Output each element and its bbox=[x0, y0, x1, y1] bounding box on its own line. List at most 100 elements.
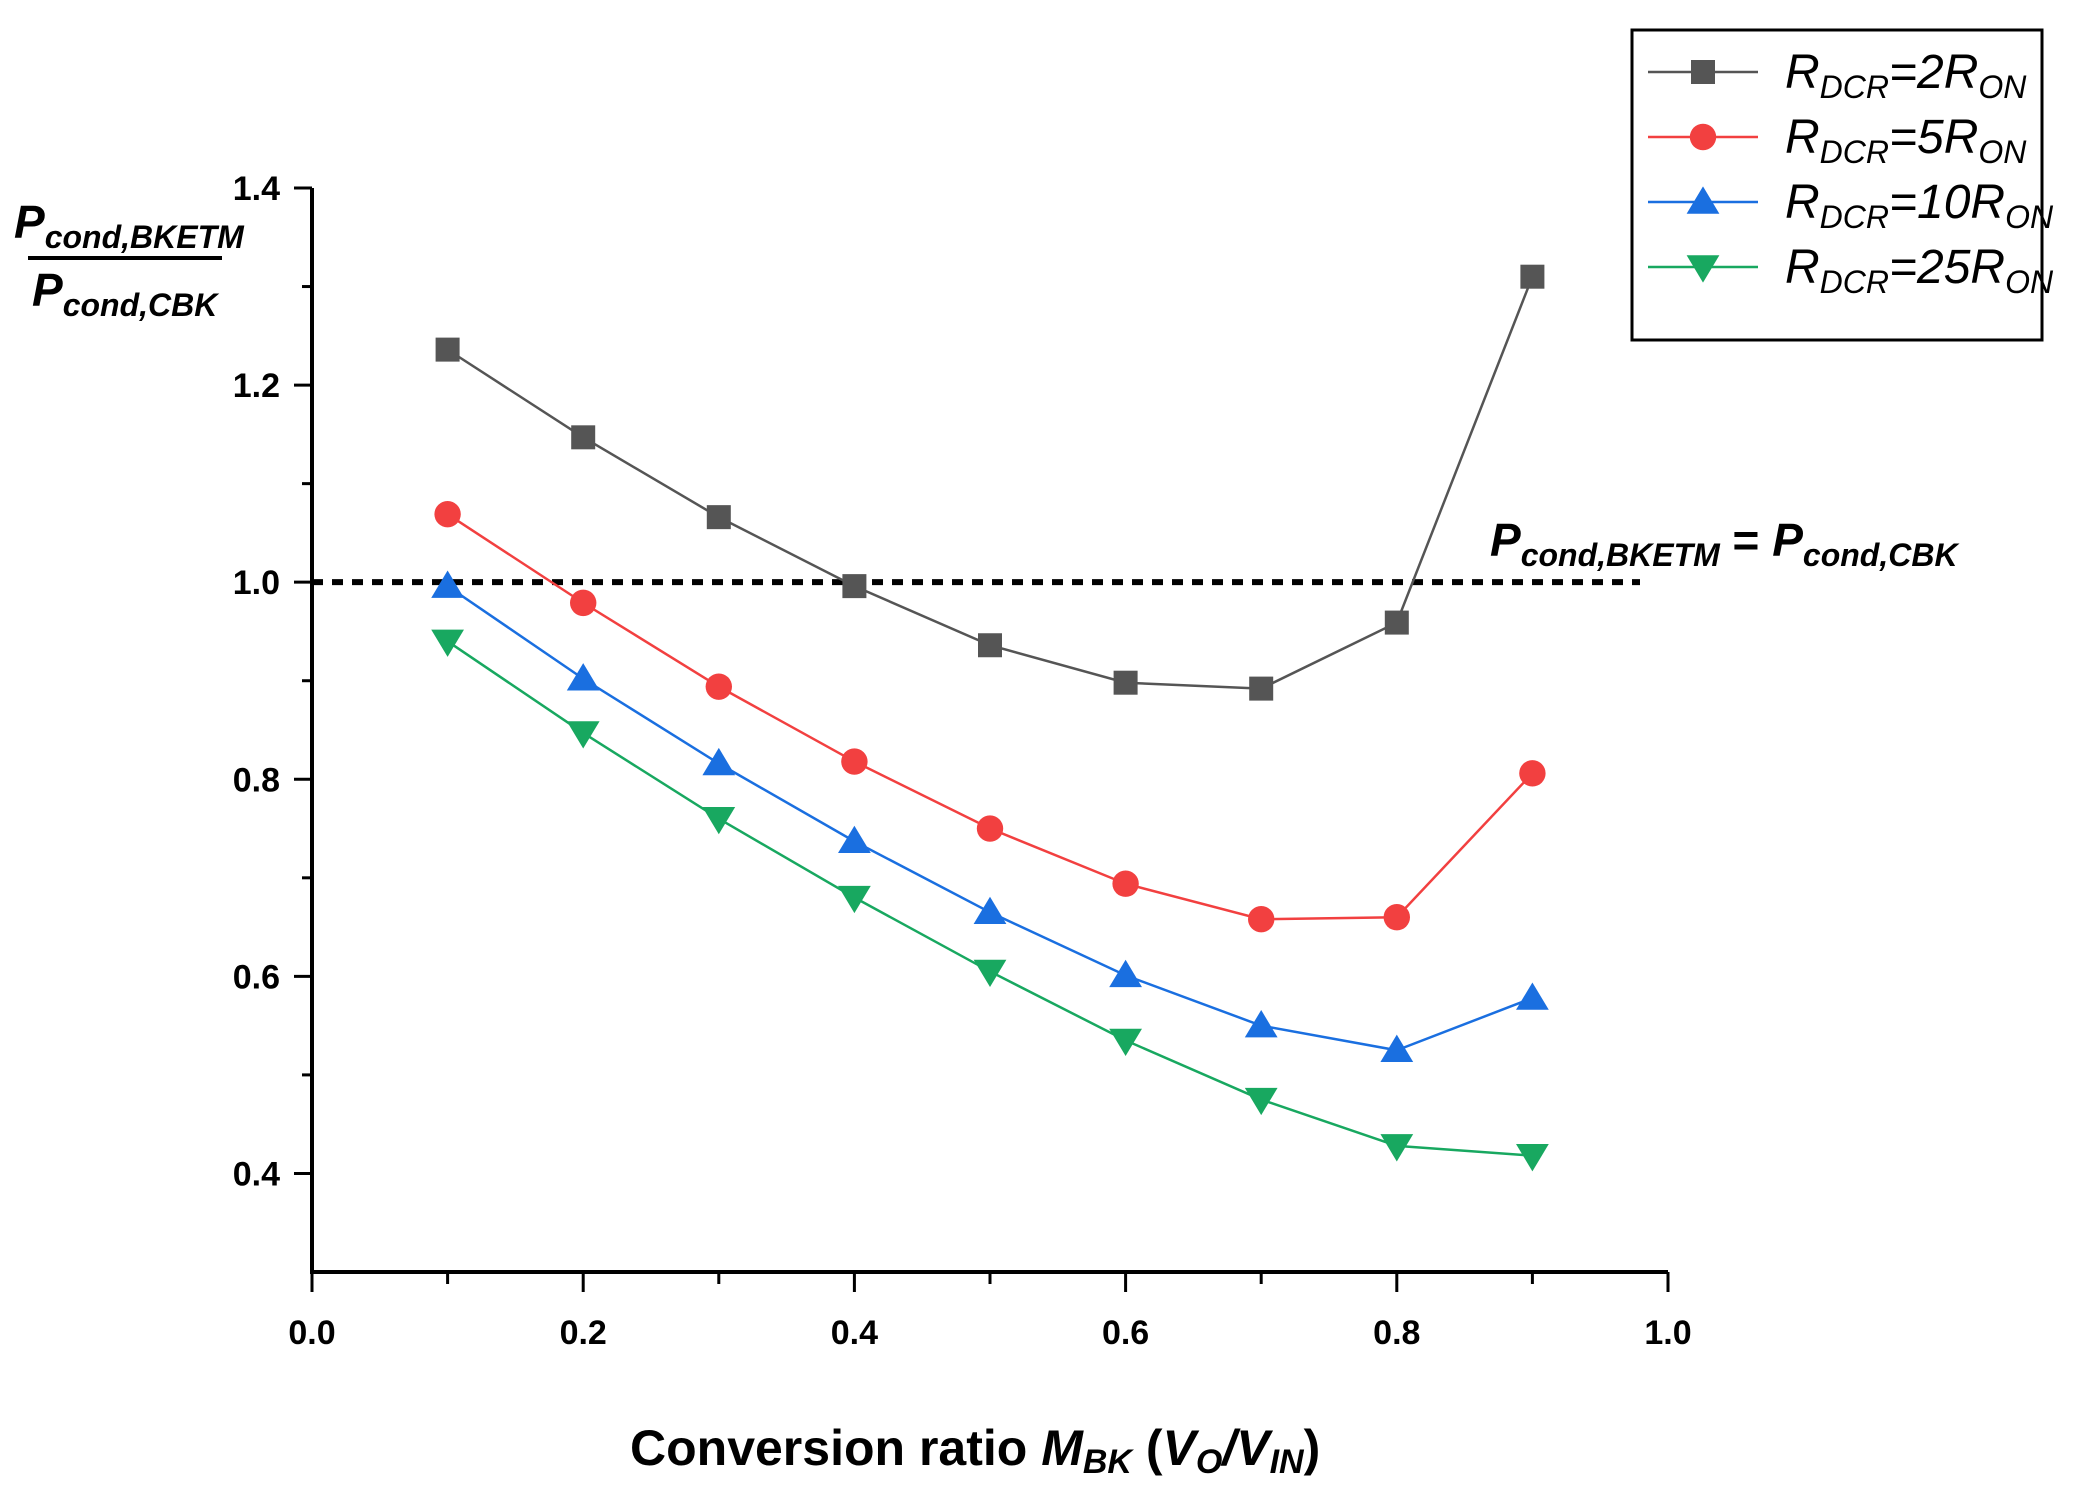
x-title-in-sub: IN bbox=[1270, 1443, 1305, 1481]
ref-label-p2: P bbox=[1772, 514, 1803, 566]
x-tick-label: 0.8 bbox=[1373, 1314, 1420, 1352]
data-point bbox=[1244, 1010, 1278, 1038]
legend-item: RDCR=5RON bbox=[1648, 111, 2027, 170]
data-point bbox=[1519, 760, 1546, 787]
series-3 bbox=[431, 570, 1549, 1062]
series-4 bbox=[431, 629, 1549, 1172]
svg-text:Pcond,CBK: Pcond,CBK bbox=[32, 264, 220, 323]
data-point bbox=[1380, 1034, 1414, 1062]
data-point bbox=[976, 815, 1004, 842]
data-point bbox=[566, 721, 600, 749]
y-tick-label: 0.6 bbox=[233, 958, 280, 996]
data-point bbox=[841, 748, 868, 775]
data-point bbox=[571, 425, 596, 450]
series-group bbox=[431, 264, 1549, 1172]
legend-item: RDCR=25RON bbox=[1648, 241, 2054, 300]
legend-label: RDCR=5RON bbox=[1785, 111, 2027, 170]
legend-marker bbox=[1686, 255, 1720, 283]
data-point bbox=[431, 570, 464, 598]
x-tick-label: 0.2 bbox=[560, 1314, 607, 1352]
data-point bbox=[1383, 904, 1411, 931]
x-tick-label: 0.4 bbox=[831, 1314, 878, 1352]
ref-label-p1: P bbox=[1490, 514, 1521, 566]
series-2 bbox=[434, 500, 1546, 933]
data-point bbox=[566, 663, 600, 691]
data-point bbox=[570, 589, 597, 617]
series-line bbox=[446, 513, 1534, 921]
data-point bbox=[706, 505, 731, 530]
x-title-main: Conversion ratio bbox=[630, 1420, 1041, 1476]
reference-line-label: Pcond,BKETM = Pcond,CBK bbox=[1490, 514, 1960, 573]
y-axis-label: Pcond,BKETM Pcond,CBK bbox=[14, 196, 245, 323]
y-label-numerator-sub: cond,BKETM bbox=[45, 219, 245, 255]
data-point bbox=[1109, 1028, 1142, 1057]
legend-label-part: =2R bbox=[1889, 46, 1978, 99]
y-tick-label: 1.4 bbox=[233, 170, 280, 208]
data-point bbox=[705, 673, 732, 700]
data-point bbox=[1380, 1134, 1414, 1162]
legend-label: RDCR=2RON bbox=[1785, 46, 2027, 105]
data-point bbox=[973, 896, 1007, 925]
legend-label-part: =10R bbox=[1889, 176, 2005, 229]
legend-label: RDCR=10RON bbox=[1785, 176, 2054, 235]
legend-label-part: ON bbox=[2005, 264, 2054, 300]
legend-marker bbox=[1686, 186, 1720, 214]
legend-item: RDCR=2RON bbox=[1648, 46, 2027, 105]
legend-label-part: R bbox=[1785, 241, 1820, 294]
series-1 bbox=[435, 264, 1545, 701]
legend-label: RDCR=25RON bbox=[1785, 241, 2054, 300]
data-point bbox=[1520, 264, 1545, 289]
data-point bbox=[838, 885, 871, 914]
legend-label-part: R bbox=[1785, 176, 1820, 229]
data-point bbox=[702, 806, 736, 835]
ref-label-sub2: cond,CBK bbox=[1803, 537, 1961, 573]
x-title-m: M bbox=[1041, 1420, 1084, 1476]
x-tick-label: 0.0 bbox=[288, 1314, 335, 1352]
data-point bbox=[431, 629, 464, 657]
x-title-o-sub: O bbox=[1196, 1443, 1222, 1481]
axes: 0.4 0.6 0.8 1.0 1.2 1.4 0.0 0.2 0.4 0.6 0.8 1.0 bbox=[233, 170, 1692, 1352]
data-point bbox=[1113, 670, 1138, 695]
x-title-m-sub: BK bbox=[1083, 1443, 1135, 1481]
x-title-paren-close: ) bbox=[1304, 1420, 1321, 1476]
legend-label-part: ON bbox=[1978, 69, 2027, 105]
x-title-slash: / bbox=[1220, 1420, 1241, 1476]
legend-item: RDCR=10RON bbox=[1648, 176, 2054, 235]
x-title-v2: V bbox=[1236, 1420, 1273, 1476]
legend-label-part: ON bbox=[1978, 134, 2027, 170]
data-point bbox=[838, 825, 871, 854]
data-point bbox=[1244, 1087, 1278, 1116]
legend-marker bbox=[1691, 60, 1715, 84]
x-tick-label: 1.0 bbox=[1644, 1314, 1691, 1352]
svg-text:Pcond,BKETM: Pcond,BKETM bbox=[14, 196, 245, 255]
data-point bbox=[434, 500, 461, 528]
ref-label-eq: = bbox=[1720, 514, 1772, 566]
ref-label-sub1: cond,BKETM bbox=[1521, 537, 1721, 573]
y-tick-label: 1.2 bbox=[233, 367, 280, 405]
data-point bbox=[1516, 1144, 1549, 1172]
data-point bbox=[435, 337, 460, 362]
y-label-denominator-sub: cond,CBK bbox=[63, 287, 221, 323]
x-title-paren-open: ( bbox=[1132, 1420, 1163, 1476]
data-point bbox=[1248, 906, 1275, 933]
legend-label-part: =5R bbox=[1889, 111, 1978, 164]
data-point bbox=[1384, 610, 1409, 635]
data-point bbox=[1249, 676, 1274, 701]
data-point bbox=[702, 747, 736, 776]
data-point bbox=[1516, 982, 1549, 1010]
legend-label-part: ON bbox=[2005, 199, 2054, 235]
legend-label-part: DCR bbox=[1820, 134, 1889, 170]
y-label-denominator-p: P bbox=[32, 264, 63, 316]
data-point bbox=[1112, 870, 1139, 897]
x-tick-label: 0.6 bbox=[1102, 1314, 1149, 1352]
legend-label-part: R bbox=[1785, 46, 1820, 99]
y-tick-label: 0.4 bbox=[233, 1155, 280, 1193]
legend-marker bbox=[1689, 123, 1717, 151]
series-line bbox=[446, 276, 1534, 690]
x-axis-title: Conversion ratio MBK (VO/VIN) bbox=[630, 1420, 1320, 1481]
y-tick-label: 0.8 bbox=[233, 761, 280, 799]
legend-label-part: DCR bbox=[1820, 199, 1889, 235]
legend-label-part: =25R bbox=[1889, 241, 2005, 294]
